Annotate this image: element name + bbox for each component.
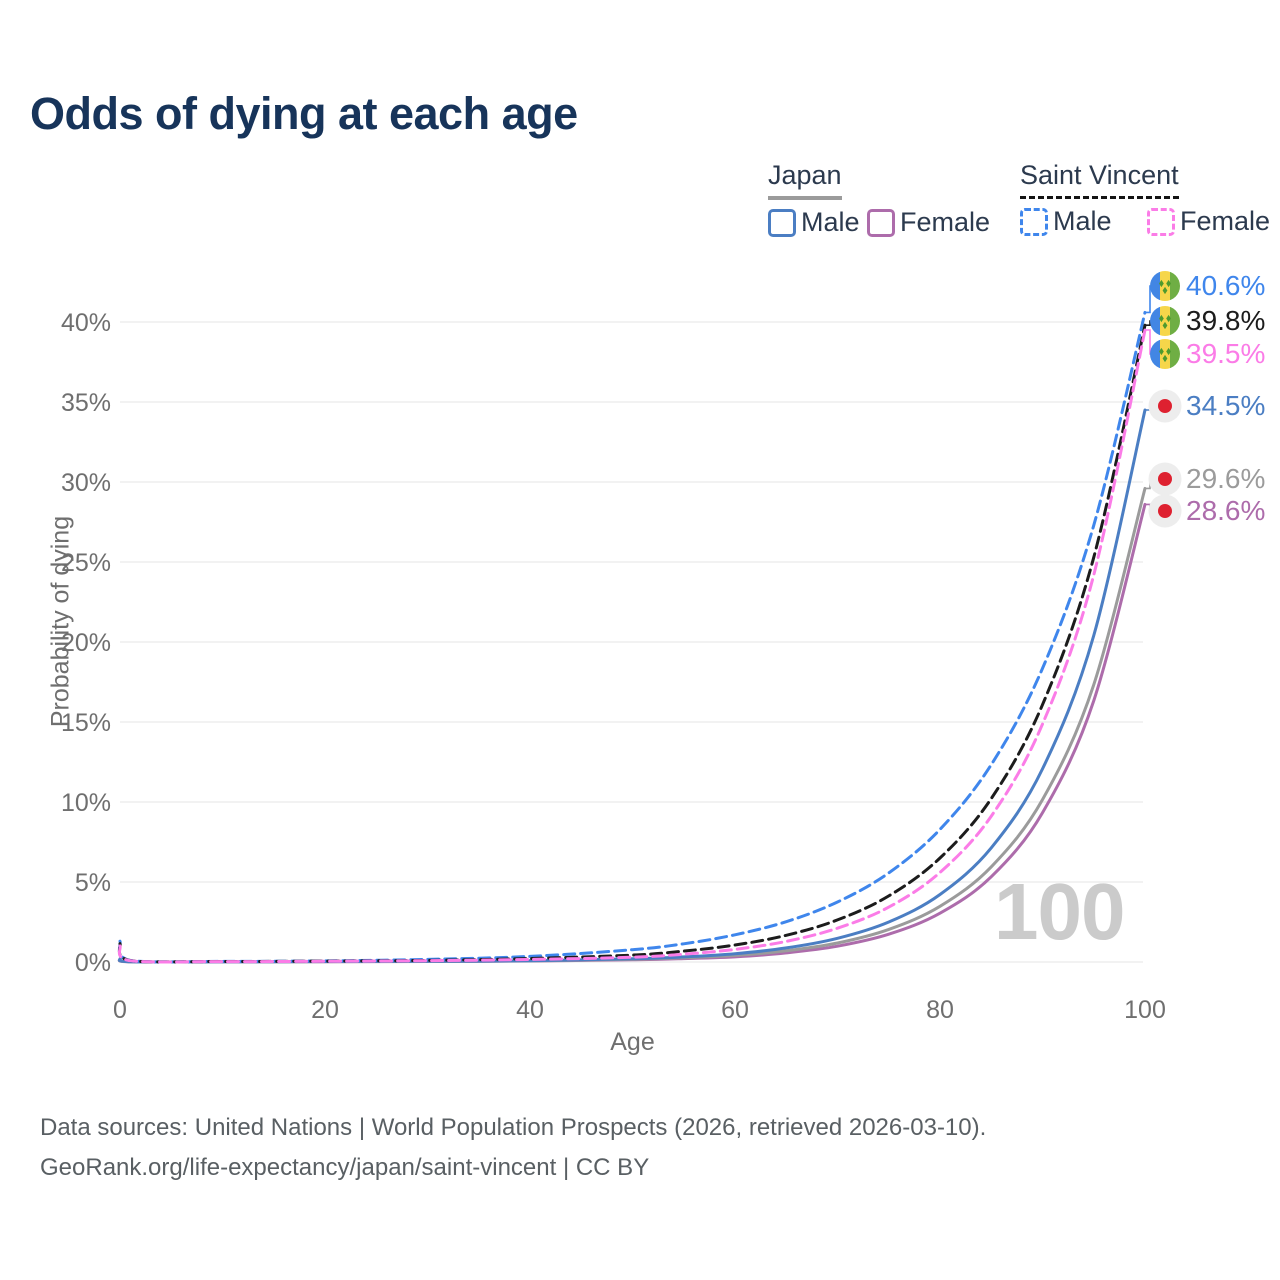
footer-attribution-link[interactable]: GeoRank.org/life-expectancy/japan/saint-…: [40, 1154, 650, 1181]
legend-saint-vincent-header[interactable]: Saint Vincent: [1020, 160, 1179, 199]
legend-japan-items: Male Female: [768, 207, 990, 238]
y-tick-30%: 30%: [61, 469, 111, 497]
legend-label-saint-vincent-male: Male: [1053, 206, 1112, 236]
saint-vincent-flag-icon: [1150, 271, 1180, 301]
end-label-value: 29.6%: [1186, 463, 1265, 494]
end-label-value: 40.6%: [1186, 270, 1265, 301]
end-label-value: 34.5%: [1186, 390, 1265, 421]
end-label-saint-vincent-male[interactable]: 40.6%: [1145, 270, 1265, 314]
saint-vincent-flag-icon: [1150, 339, 1180, 369]
x-axis-title: Age: [610, 1028, 655, 1056]
legend-group-japan: Japan Male Female: [768, 160, 990, 238]
japan-female-swatch-icon: [866, 208, 895, 237]
y-tick-25%: 25%: [61, 549, 111, 577]
legend-label-saint-vincent-female: Female: [1179, 206, 1270, 236]
series-line-saint-vincent-male[interactable]: [117, 310, 1147, 964]
japan-male-swatch-icon: [768, 208, 796, 237]
page-title: Odds of dying at each age: [30, 88, 578, 139]
end-label-value: 39.8%: [1186, 305, 1265, 336]
y-tick-35%: 35%: [61, 389, 111, 417]
series-line-japan-male[interactable]: [117, 408, 1147, 964]
japan-flag-icon: [1148, 389, 1182, 423]
legend-saint-vincent-items: Male Female: [1020, 206, 1270, 237]
footer-data-sources: Data sources: United Nations | World Pop…: [40, 1114, 987, 1141]
legend-item-japan-female[interactable]: Female: [866, 207, 990, 238]
saint-vincent-female-swatch-icon: [1146, 207, 1175, 236]
legend-label-japan-male: Male: [801, 207, 860, 237]
saint-vincent-flag-icon: [1150, 306, 1180, 336]
legend-item-saint-vincent-female[interactable]: Female: [1146, 206, 1270, 237]
series-line-japan-both[interactable]: [117, 486, 1147, 964]
x-tick-60: 60: [721, 996, 749, 1024]
footer: Data sources: United Nations | World Pop…: [40, 1108, 986, 1188]
y-tick-5%: 5%: [75, 869, 111, 897]
x-tick-100: 100: [1124, 996, 1166, 1024]
y-tick-10%: 10%: [61, 789, 111, 817]
end-label-saint-vincent-both[interactable]: 39.8%: [1145, 305, 1265, 336]
x-tick-20: 20: [311, 996, 339, 1024]
end-label-value: 39.5%: [1186, 338, 1265, 369]
end-label-japan-male[interactable]: 34.5%: [1145, 389, 1265, 423]
x-tick-0: 0: [113, 996, 127, 1024]
end-label-saint-vincent-female[interactable]: 39.5%: [1145, 329, 1265, 369]
x-tick-80: 80: [926, 996, 954, 1024]
y-tick-0%: 0%: [75, 949, 111, 977]
saint-vincent-male-swatch-icon: [1020, 207, 1048, 236]
x-tick-40: 40: [516, 996, 544, 1024]
end-label-japan-both[interactable]: 29.6%: [1145, 462, 1265, 496]
end-label-value: 28.6%: [1186, 495, 1265, 526]
end-label-japan-female[interactable]: 28.6%: [1145, 494, 1265, 528]
legend-item-saint-vincent-male[interactable]: Male: [1020, 206, 1112, 237]
y-tick-40%: 40%: [61, 309, 111, 337]
legend-group-saint-vincent: Saint Vincent Male Female: [1020, 160, 1270, 237]
y-tick-15%: 15%: [61, 709, 111, 737]
japan-flag-icon: [1148, 462, 1182, 496]
watermark-max-age: 100: [994, 867, 1125, 956]
y-tick-20%: 20%: [61, 629, 111, 657]
series-line-japan-female[interactable]: [117, 502, 1147, 964]
series-line-saint-vincent-female[interactable]: [117, 328, 1147, 964]
legend-japan-header[interactable]: Japan: [768, 160, 842, 200]
japan-flag-icon: [1148, 494, 1182, 528]
legend-label-japan-female: Female: [899, 207, 990, 237]
legend-item-japan-male[interactable]: Male: [768, 207, 860, 238]
